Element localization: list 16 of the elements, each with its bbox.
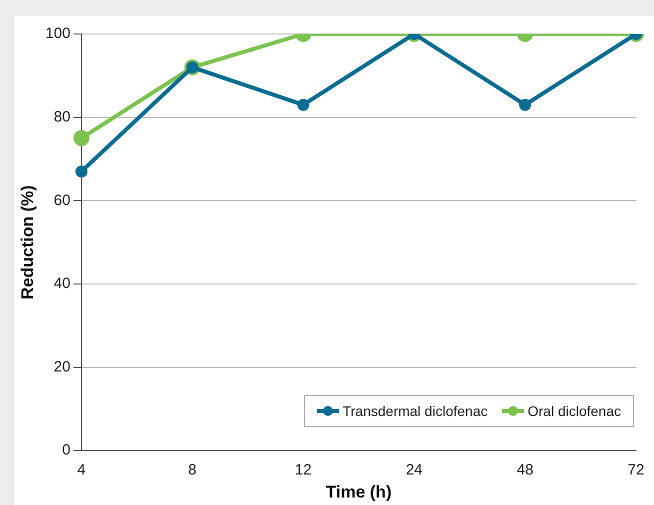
legend-label: Transdermal diclofenac: [342, 403, 488, 419]
x-tick-label: 24: [406, 462, 423, 479]
x-tick-label: 72: [628, 462, 644, 479]
y-tick-label: 60: [54, 192, 70, 209]
x-tick-label: 4: [77, 462, 86, 479]
y-tick-label: 100: [45, 25, 70, 42]
y-tick-label: 80: [54, 108, 70, 126]
x-tick-label: 8: [188, 462, 197, 479]
y-tick-label: 40: [54, 275, 70, 292]
x-tick-label: 12: [294, 462, 312, 479]
x-axis-title: Time (h): [326, 482, 392, 502]
y-tick-label: 20: [54, 358, 70, 376]
x-tick-label: 48: [516, 462, 534, 479]
y-axis-title: Reduction (%): [18, 185, 37, 300]
y-tick-label: 0: [62, 442, 70, 459]
legend-label: Oral diclofenac: [528, 403, 621, 419]
